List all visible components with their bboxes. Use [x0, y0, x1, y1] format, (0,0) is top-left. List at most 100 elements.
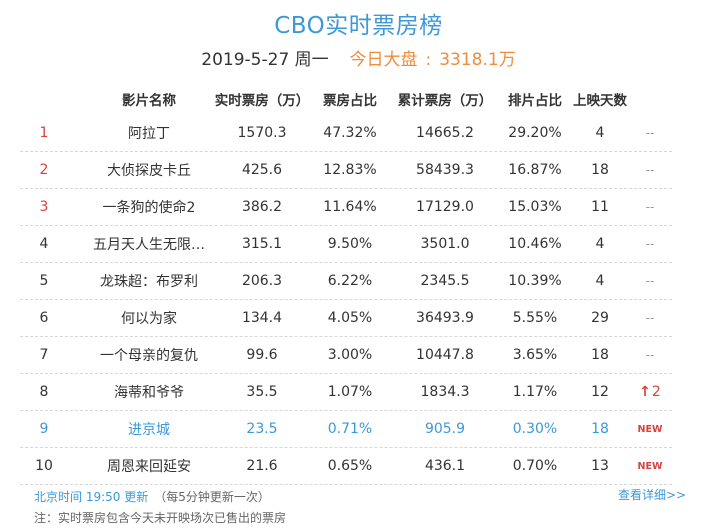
subtitle: 2019-5-27 周一 今日大盘:3318.1万: [0, 45, 717, 70]
film-name: 周恩来回延安: [107, 459, 191, 475]
footnote: 注：实时票房包含今天未开映场次已售出的票房: [34, 511, 287, 525]
box-office-share: 9.50%: [327, 236, 373, 252]
film-name[interactable]: 进京城: [128, 422, 170, 438]
days-showing: 11: [591, 199, 609, 215]
rank-change-value: 2: [651, 384, 661, 400]
days-showing: 4: [595, 236, 605, 252]
cumulative-box-office: 436.1: [424, 458, 466, 474]
update-time-text: 北京时间 19:50 更新: [34, 490, 149, 504]
header-realtime-box-office: 实时票房（万）: [214, 93, 310, 109]
header-days-showing: 上映天数: [573, 93, 627, 109]
cumulative-box-office: 58439.3: [416, 162, 474, 178]
rank-trend: --: [645, 126, 655, 140]
schedule-share: 15.03%: [508, 199, 562, 215]
realtime-box-office: 206.3: [241, 273, 283, 289]
film-name: 大侦探皮卡丘: [107, 163, 191, 179]
box-office-share: 47.32%: [323, 125, 377, 141]
daily-total-label: 今日大盘: [349, 50, 418, 70]
rank: 5: [39, 273, 49, 289]
rank: 9: [39, 421, 49, 437]
table-row[interactable]: 5 龙珠超：布罗利 206.3 6.22% 2345.5 10.39% 4 --: [20, 263, 672, 300]
days-showing: 12: [591, 384, 609, 400]
realtime-box-office: 315.1: [241, 236, 283, 252]
realtime-box-office: 35.5: [246, 384, 278, 400]
rank: 8: [39, 384, 49, 400]
cumulative-box-office: 1834.3: [420, 384, 470, 400]
header-film-name: 影片名称: [122, 93, 176, 109]
cumulative-box-office: 17129.0: [416, 199, 474, 215]
update-time: 北京时间 19:50 更新 （每5分钟更新一次）: [34, 488, 270, 505]
realtime-box-office: 21.6: [246, 458, 278, 474]
schedule-share: 16.87%: [508, 162, 562, 178]
film-name: 一条狗的使命2: [102, 200, 196, 216]
cumulative-box-office: 14665.2: [416, 125, 474, 141]
up-arrow-icon: ↑: [639, 384, 651, 400]
table-row[interactable]: 2 大侦探皮卡丘 425.6 12.83% 58439.3 16.87% 18 …: [20, 152, 672, 189]
table-row[interactable]: 4 五月天人生无限… 315.1 9.50% 3501.0 10.46% 4 -…: [20, 226, 672, 263]
box-office-table: 影片名称 实时票房（万） 票房占比 累计票房（万） 排片占比 上映天数 1 阿拉…: [20, 83, 672, 485]
film-name: 五月天人生无限…: [93, 237, 205, 253]
daily-total-value: 3318.1万: [439, 50, 516, 70]
header-cumulative-box-office: 累计票房（万）: [397, 93, 493, 109]
box-office-share: 0.71%: [327, 421, 373, 437]
table-row[interactable]: 7 一个母亲的复仇 99.6 3.00% 10447.8 3.65% 18 --: [20, 337, 672, 374]
rank-trend: --: [645, 200, 655, 214]
box-office-share: 4.05%: [327, 310, 373, 326]
realtime-box-office: 99.6: [246, 347, 278, 363]
schedule-share: 10.46%: [508, 236, 562, 252]
realtime-box-office: 425.6: [241, 162, 283, 178]
film-name: 一个母亲的复仇: [100, 348, 198, 364]
rank-trend: --: [645, 163, 655, 177]
weekday-text: 周一: [294, 50, 329, 70]
box-office-share: 3.00%: [327, 347, 373, 363]
schedule-share: 1.17%: [512, 384, 558, 400]
schedule-share: 5.55%: [512, 310, 558, 326]
days-showing: 4: [595, 125, 605, 141]
cumulative-box-office: 10447.8: [416, 347, 474, 363]
new-badge: NEW: [637, 460, 663, 472]
box-office-share: 0.65%: [327, 458, 373, 474]
box-office-share: 6.22%: [327, 273, 373, 289]
days-showing: 18: [591, 162, 609, 178]
days-showing: 4: [595, 273, 605, 289]
rank: 1: [39, 125, 49, 141]
new-badge: NEW: [637, 423, 663, 435]
schedule-share: 3.65%: [512, 347, 558, 363]
schedule-share: 0.30%: [512, 421, 558, 437]
rank-trend: ↑ 2: [620, 374, 680, 410]
date-text: 2019-5-27: [201, 50, 290, 70]
update-frequency-note: （每5分钟更新一次）: [154, 490, 270, 504]
film-name: 海蒂和爷爷: [114, 385, 184, 401]
rank: 10: [35, 458, 53, 474]
rank-trend: --: [645, 237, 655, 251]
days-showing: 18: [591, 347, 609, 363]
realtime-box-office: 23.5: [246, 421, 278, 437]
rank-trend: --: [645, 348, 655, 362]
schedule-share: 10.39%: [508, 273, 562, 289]
cumulative-box-office: 905.9: [424, 421, 466, 437]
cumulative-box-office: 2345.5: [420, 273, 470, 289]
table-row[interactable]: 8 海蒂和爷爷 35.5 1.07% 1834.3 1.17% 12 ↑ 2: [20, 374, 672, 411]
film-name: 阿拉丁: [128, 126, 170, 142]
view-details-link[interactable]: 查看详细>>: [618, 488, 687, 502]
rank: 6: [39, 310, 49, 326]
realtime-box-office: 1570.3: [237, 125, 287, 141]
header-schedule-share: 排片占比: [508, 93, 562, 109]
table-row[interactable]: 1 阿拉丁 1570.3 47.32% 14665.2 29.20% 4 --: [20, 115, 672, 152]
rank: 7: [39, 347, 49, 363]
table-row[interactable]: 3 一条狗的使命2 386.2 11.64% 17129.0 15.03% 11…: [20, 189, 672, 226]
table-row[interactable]: 10 周恩来回延安 21.6 0.65% 436.1 0.70% 13 NEW: [20, 448, 672, 485]
film-name: 龙珠超：布罗利: [100, 274, 198, 290]
days-showing: 13: [591, 458, 609, 474]
table-row[interactable]: 9 进京城 23.5 0.71% 905.9 0.30% 18 NEW: [20, 411, 672, 448]
cumulative-box-office: 3501.0: [420, 236, 470, 252]
header-box-office-share: 票房占比: [323, 93, 377, 109]
rank-trend: --: [645, 311, 655, 325]
page-title: CBO实时票房榜: [274, 13, 443, 39]
cumulative-box-office: 36493.9: [416, 310, 474, 326]
table-row[interactable]: 6 何以为家 134.4 4.05% 36493.9 5.55% 29 --: [20, 300, 672, 337]
box-office-share: 1.07%: [327, 384, 373, 400]
realtime-box-office: 134.4: [241, 310, 283, 326]
box-office-share: 11.64%: [323, 199, 377, 215]
rank-trend: --: [645, 274, 655, 288]
